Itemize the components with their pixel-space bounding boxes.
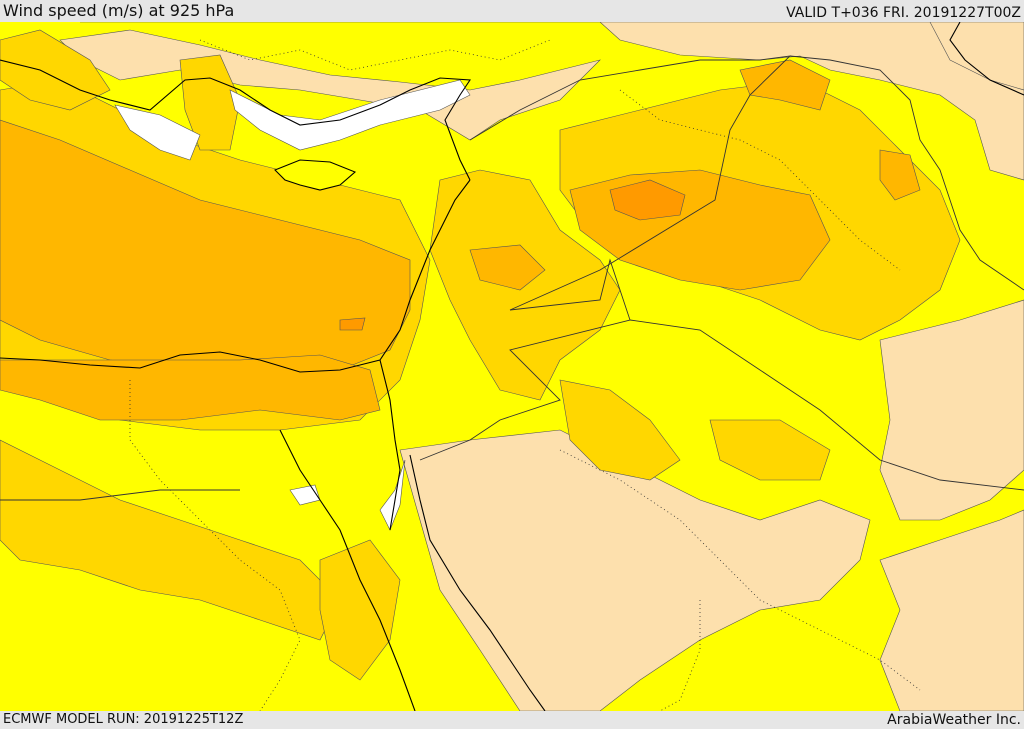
admin-line-1 [129,380,301,711]
admin-line-2 [559,449,921,691]
coastline-red-sea-east [409,454,546,711]
no-data-area-anatolia [229,79,471,151]
low-wind-area-southeast [879,509,1024,711]
map-title: Wind speed (m/s) at 925 hPa [3,1,235,20]
moderate-wind-area-nw [0,29,111,111]
coastline-gulf [949,22,1024,96]
no-data-area-red-sea [379,459,406,531]
very-strong-wind-area-iraq [609,179,686,221]
moderate-wind-area-jordan [559,379,681,481]
coastline-egypt [0,351,381,373]
admin-line-4 [199,39,551,71]
wind-speed-map [0,22,1024,711]
admin-line-5 [659,600,701,711]
low-wind-area-east [879,299,1024,521]
model-run: ECMWF MODEL RUN: 20191225T12Z [3,712,244,727]
map-canvas [0,22,1024,711]
coastline-gulf-aqaba [379,359,401,531]
moderate-wind-area-nile [319,539,401,681]
low-wind-area-gulf [929,22,1024,91]
admin-line-3 [619,89,901,271]
low-wind-area-north [80,22,1024,181]
coastline-turkey [0,59,471,181]
strong-wind-area-egypt [0,354,381,421]
strong-wind-area-levant-core [469,244,546,291]
moderate-wind-area-saudi [709,419,831,481]
border-jordan-saudi [419,258,631,461]
strong-wind-area-east [879,149,921,201]
coastline-cyprus [274,159,357,191]
border-iraq-iran [789,55,1024,291]
very-strong-wind-area-med [339,317,366,331]
credit: ArabiaWeather Inc. [887,712,1021,728]
no-data-area-turkey [114,104,201,161]
coastline-levant [379,179,471,361]
footer-bar: ECMWF MODEL RUN: 20191225T12Z ArabiaWeat… [0,711,1024,729]
border-iraq-saudi [629,319,1024,491]
coastline-red-sea-west [279,429,416,711]
header-bar: Wind speed (m/s) at 925 hPa VALID T+036 … [0,0,1024,22]
border-egypt-libya [0,489,240,501]
valid-time: VALID T+036 FRI. 20191227T00Z [786,5,1021,21]
border-syria-iraq [469,55,792,311]
moderate-wind-area-sinai [0,439,341,641]
